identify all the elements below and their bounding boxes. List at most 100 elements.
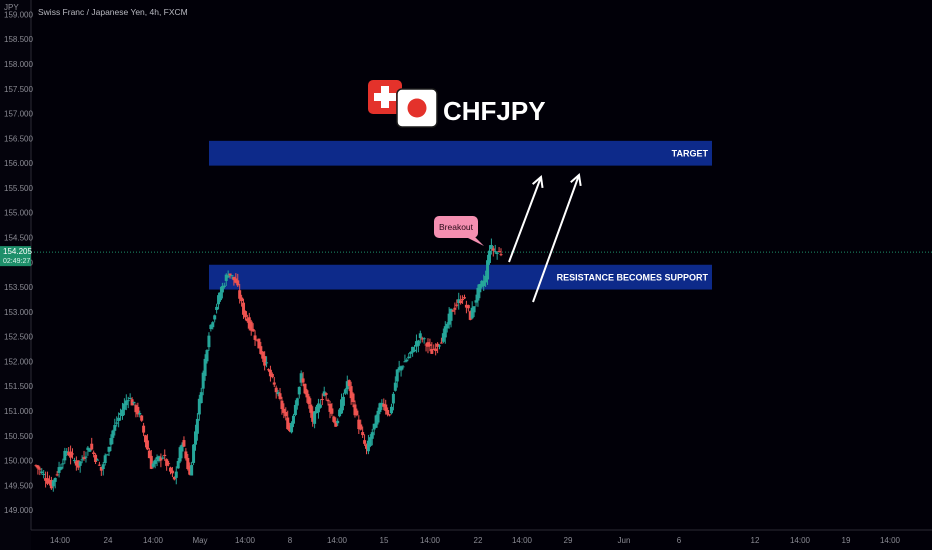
- candle: [330, 403, 334, 417]
- candle: [411, 346, 415, 357]
- candle-body: [218, 292, 222, 301]
- candle: [345, 375, 349, 395]
- candle-body: [182, 440, 186, 447]
- candle: [61, 458, 65, 469]
- candle: [113, 418, 117, 436]
- candle-body: [413, 349, 417, 352]
- candle-body: [190, 465, 194, 476]
- breakout-callout[interactable]: Breakout: [434, 216, 484, 246]
- candle: [218, 286, 222, 302]
- candle: [403, 354, 407, 363]
- candle-body: [105, 454, 109, 456]
- candle-body: [420, 338, 424, 340]
- projection-arrow-2[interactable]: [532, 173, 582, 303]
- candle-body: [482, 280, 486, 287]
- candle: [384, 399, 388, 415]
- candle-body: [493, 251, 497, 253]
- candle: [109, 434, 113, 452]
- x-tick-label: 15: [380, 536, 389, 545]
- projection-arrow-1[interactable]: [508, 175, 544, 263]
- candle-body: [299, 373, 303, 383]
- x-tick-label: 12: [751, 536, 760, 545]
- candle-body: [403, 361, 407, 363]
- candle-body: [380, 402, 384, 407]
- y-tick-label: 159.000: [4, 10, 33, 19]
- support-zone[interactable]: [209, 264, 712, 290]
- candle: [290, 421, 294, 434]
- y-axis-panel[interactable]: [0, 0, 31, 550]
- candle-body: [436, 343, 440, 347]
- candle: [286, 410, 290, 430]
- candle-body: [138, 413, 142, 415]
- candle-body: [51, 480, 55, 487]
- candle: [42, 470, 46, 479]
- y-tick-label: 155.000: [4, 209, 33, 218]
- candle: [372, 423, 376, 436]
- candle-body: [230, 275, 234, 277]
- candle-body: [44, 478, 48, 481]
- candle-body: [119, 413, 123, 415]
- candle-body: [451, 310, 455, 312]
- candle: [388, 414, 392, 417]
- candle-body: [247, 317, 251, 329]
- candle-body: [290, 422, 294, 433]
- candle: [161, 455, 165, 460]
- candle-body: [291, 415, 295, 424]
- candle: [291, 413, 295, 428]
- candle: [153, 458, 157, 469]
- candle-body: [126, 400, 130, 402]
- candle: [334, 417, 338, 427]
- candle: [201, 370, 205, 396]
- candle-body: [297, 386, 301, 395]
- candle-body: [286, 417, 290, 430]
- candle: [238, 283, 242, 304]
- y-tick-label: 149.000: [4, 506, 33, 515]
- candle: [117, 412, 121, 428]
- candle-body: [67, 452, 71, 456]
- candle-body: [263, 356, 267, 366]
- candle-body: [255, 339, 259, 341]
- candle: [174, 466, 178, 485]
- candle: [245, 314, 249, 323]
- candle-body: [234, 278, 238, 283]
- candle: [236, 273, 240, 287]
- candle: [249, 319, 253, 336]
- candle-body: [470, 307, 474, 319]
- candle-body: [414, 341, 418, 347]
- candle: [484, 270, 488, 288]
- candle-body: [293, 404, 297, 415]
- candle: [364, 443, 368, 455]
- arrow-head: [570, 173, 582, 187]
- candle: [409, 351, 413, 359]
- candle: [240, 294, 244, 307]
- candle: [397, 360, 401, 373]
- x-tick-label: 24: [104, 536, 113, 545]
- bar-countdown: 02:49:27: [3, 258, 30, 265]
- y-tick-label: 157.500: [4, 85, 33, 94]
- candle-body: [295, 398, 299, 406]
- candle: [457, 292, 461, 310]
- candle: [57, 461, 61, 478]
- candle: [253, 330, 257, 346]
- candle: [115, 416, 119, 427]
- candle: [120, 402, 124, 420]
- candle: [188, 462, 192, 476]
- candle: [299, 370, 303, 387]
- x-tick-label: 14:00: [235, 536, 256, 545]
- candle: [489, 238, 493, 255]
- candle: [119, 408, 123, 421]
- candle-body: [240, 297, 244, 302]
- y-tick-label: 150.500: [4, 432, 33, 441]
- candle-body: [332, 416, 336, 422]
- candle: [389, 403, 393, 415]
- candle-body: [411, 346, 415, 353]
- candle: [59, 463, 63, 471]
- candle-body: [197, 398, 201, 415]
- candle-body: [251, 328, 255, 332]
- candle: [376, 407, 380, 425]
- candle-body: [272, 382, 276, 385]
- candle-body: [391, 393, 395, 404]
- target-zone[interactable]: [209, 140, 712, 166]
- candle-body: [311, 411, 315, 422]
